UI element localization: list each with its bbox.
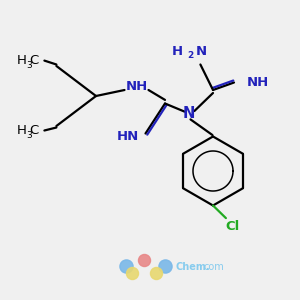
Point xyxy=(124,263,128,268)
Text: N: N xyxy=(196,44,207,58)
Point xyxy=(130,271,134,275)
Text: C: C xyxy=(29,124,38,137)
Text: H: H xyxy=(17,124,26,137)
Text: 3: 3 xyxy=(26,61,32,70)
Text: 2: 2 xyxy=(188,51,194,60)
Text: 3: 3 xyxy=(26,131,32,140)
Text: H: H xyxy=(172,44,183,58)
Text: HN: HN xyxy=(116,130,139,143)
Text: C: C xyxy=(29,54,38,67)
Text: Cl: Cl xyxy=(225,220,240,233)
Text: H: H xyxy=(17,54,26,67)
Text: NH: NH xyxy=(125,80,148,94)
Point xyxy=(154,271,158,275)
Point xyxy=(142,257,146,262)
Text: N: N xyxy=(183,106,195,122)
Point xyxy=(163,263,167,268)
Text: Chem.: Chem. xyxy=(176,262,210,272)
Text: NH: NH xyxy=(247,76,269,89)
Text: com: com xyxy=(204,262,225,272)
